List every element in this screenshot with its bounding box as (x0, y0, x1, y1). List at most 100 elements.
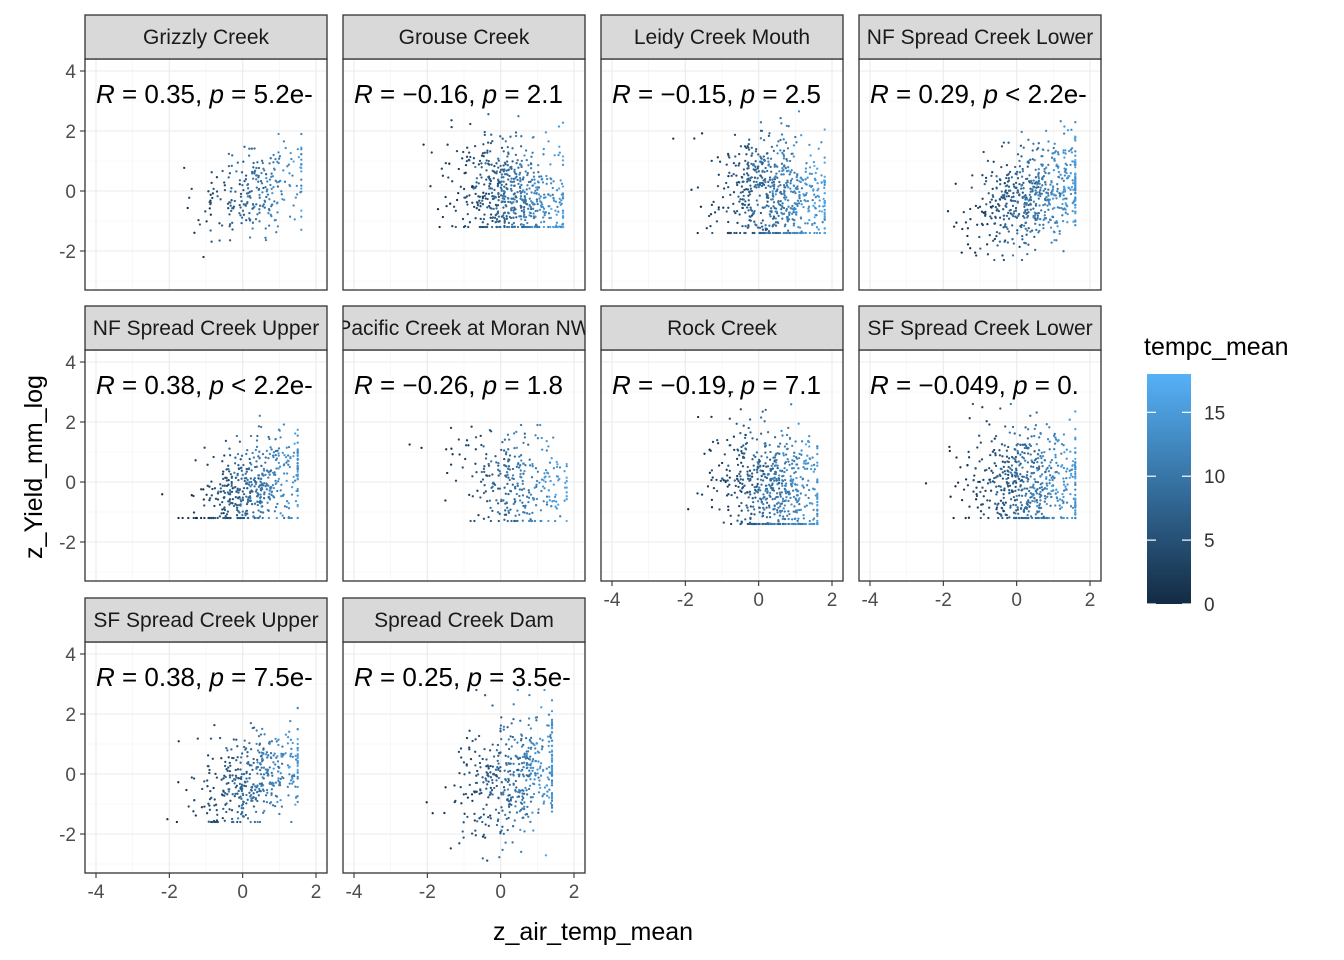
data-point (500, 737, 503, 741)
data-point (759, 211, 763, 215)
data-point (243, 179, 246, 183)
data-point (485, 159, 488, 162)
data-point (248, 211, 251, 215)
data-point (224, 515, 227, 518)
data-point (256, 500, 259, 503)
data-point (788, 231, 791, 235)
data-point (991, 193, 994, 197)
data-point (1006, 241, 1010, 244)
data-point (246, 498, 250, 501)
data-point (784, 522, 787, 526)
data-point (1044, 497, 1047, 500)
data-point (759, 498, 763, 501)
data-point (513, 206, 516, 209)
data-point (260, 501, 264, 504)
data-point (464, 444, 468, 447)
data-point (764, 224, 767, 227)
data-point (1033, 427, 1036, 431)
data-point (293, 774, 296, 778)
data-point (210, 480, 213, 483)
data-point (1034, 480, 1037, 484)
data-point (1004, 472, 1007, 476)
data-point (757, 170, 761, 173)
data-point (1014, 475, 1017, 478)
data-point (759, 464, 762, 467)
data-point (487, 464, 491, 467)
data-point (522, 223, 525, 227)
data-point (968, 505, 971, 508)
data-point (518, 190, 522, 193)
data-point (1062, 179, 1065, 183)
data-point (737, 195, 740, 198)
data-point (256, 434, 259, 438)
data-point (514, 208, 517, 211)
data-point (534, 467, 538, 470)
data-point (257, 425, 261, 428)
data-point (477, 734, 481, 738)
data-point (1052, 152, 1055, 155)
data-point (443, 811, 446, 815)
data-point (474, 462, 477, 465)
data-point (242, 800, 245, 804)
data-point (1039, 186, 1042, 189)
data-point (485, 474, 488, 477)
data-point (808, 434, 811, 438)
data-point (752, 168, 755, 171)
x-axis: -4 -2 0 2 (604, 581, 837, 611)
data-point (514, 789, 517, 792)
data-point (775, 172, 778, 175)
data-point (534, 215, 537, 218)
data-point (1001, 460, 1004, 463)
data-point (749, 431, 752, 434)
data-point (292, 454, 295, 458)
data-point (465, 159, 469, 163)
data-point (1010, 455, 1014, 459)
data-point (1063, 197, 1067, 200)
data-point (245, 470, 248, 473)
data-point (746, 506, 749, 509)
data-point (502, 150, 505, 153)
data-point (541, 448, 544, 451)
data-point (483, 225, 487, 229)
data-point (522, 761, 526, 764)
data-point (1061, 492, 1064, 496)
data-point (250, 764, 253, 767)
data-point (1058, 192, 1061, 195)
data-point (532, 215, 535, 218)
data-point (771, 178, 774, 181)
data-point (1056, 225, 1059, 228)
data-point (523, 191, 526, 194)
data-point (228, 454, 232, 457)
data-point (245, 467, 248, 471)
data-point (252, 783, 255, 786)
data-point (272, 471, 275, 474)
data-point (780, 192, 783, 196)
y-tick-label: 2 (65, 122, 76, 143)
data-point (267, 484, 270, 487)
data-point (747, 496, 750, 499)
data-point (784, 492, 788, 495)
data-point (549, 177, 552, 180)
data-point (1074, 475, 1077, 478)
data-point (764, 408, 767, 412)
data-point (474, 790, 477, 793)
data-point (1033, 214, 1037, 217)
data-point (735, 422, 738, 425)
data-point (282, 140, 286, 143)
data-point (218, 736, 222, 740)
data-point (780, 470, 783, 473)
data-point (777, 140, 780, 143)
data-point (1012, 214, 1015, 218)
data-point (1063, 174, 1067, 177)
data-point (1036, 501, 1039, 504)
data-point (481, 478, 485, 481)
data-point (1024, 221, 1028, 224)
data-point (710, 498, 714, 502)
data-point (540, 175, 543, 178)
data-point (253, 476, 256, 480)
data-point (531, 811, 534, 814)
data-point (742, 444, 745, 447)
data-point (509, 762, 512, 765)
correlation-annotation: R = 0.38, p = 7.5e- (96, 662, 313, 692)
data-point (777, 506, 780, 509)
